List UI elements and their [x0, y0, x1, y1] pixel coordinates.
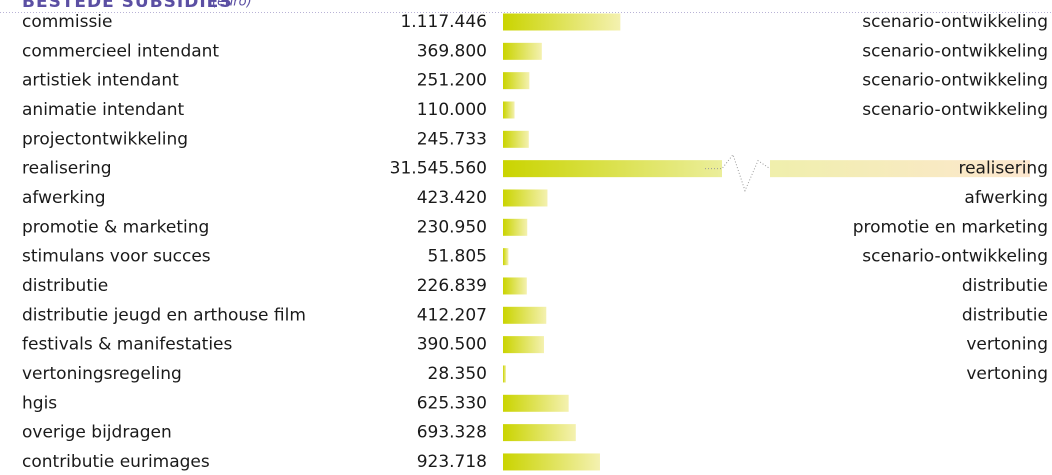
value-label: 28.350	[428, 364, 487, 384]
axis-break-gap	[722, 159, 770, 179]
group-label: distributie	[962, 305, 1048, 325]
category-label: stimulans voor succes	[22, 247, 211, 267]
bar	[503, 306, 547, 324]
value-label: 1.117.446	[400, 12, 487, 32]
group-label: distributie	[962, 276, 1048, 296]
value-label: 625.330	[417, 393, 487, 413]
value-label: 369.800	[417, 41, 487, 61]
bar	[503, 101, 515, 119]
category-label: overige bijdragen	[22, 423, 172, 443]
value-label: 245.733	[417, 129, 487, 149]
group-label: scenario-ontwikkeling	[862, 41, 1048, 61]
bar	[503, 189, 548, 207]
category-label: commercieel intendant	[22, 41, 219, 61]
category-label: promotie & marketing	[22, 217, 209, 237]
category-label: hgis	[22, 393, 57, 413]
category-label: animatie intendant	[22, 100, 185, 120]
category-label: vertoningsregeling	[22, 364, 182, 384]
bar	[503, 336, 545, 354]
group-label: scenario-ontwikkeling	[862, 100, 1048, 120]
group-label: promotie en marketing	[853, 217, 1048, 237]
bar	[503, 130, 529, 148]
category-label: contributie eurimages	[22, 452, 210, 472]
bar	[503, 424, 576, 442]
value-label: 923.718	[417, 452, 487, 472]
value-label: 31.545.560	[390, 159, 487, 179]
category-label: realisering	[22, 159, 112, 179]
bar	[503, 72, 530, 90]
value-label: 693.328	[417, 423, 487, 443]
category-label: artistiek intendant	[22, 71, 179, 91]
group-label: vertoning	[966, 335, 1048, 355]
bar	[503, 13, 621, 31]
category-label: commissie	[22, 12, 113, 32]
group-label: scenario-ontwikkeling	[862, 71, 1048, 91]
bar	[503, 42, 542, 60]
bar	[503, 248, 509, 266]
category-label: distributie jeugd en arthouse film	[22, 305, 306, 325]
bar	[503, 277, 527, 295]
value-label: 251.200	[417, 71, 487, 91]
group-label: afwerking	[964, 188, 1048, 208]
group-label: scenario-ontwikkeling	[862, 247, 1048, 267]
group-label: vertoning	[966, 364, 1048, 384]
value-label: 390.500	[417, 335, 487, 355]
category-label: festivals & manifestaties	[22, 335, 233, 355]
value-label: 226.839	[417, 276, 487, 296]
bar	[503, 394, 569, 412]
group-label: realisering	[958, 159, 1048, 179]
bar	[503, 365, 506, 383]
value-label: 423.420	[417, 188, 487, 208]
category-label: distributie	[22, 276, 108, 296]
group-label: scenario-ontwikkeling	[862, 12, 1048, 32]
value-label: 110.000	[417, 100, 487, 120]
chart-title: BESTEDE SUBSIDIES	[22, 0, 233, 12]
category-label: projectontwikkeling	[22, 129, 188, 149]
chart-subtitle: (euro)	[212, 0, 252, 10]
category-label: afwerking	[22, 188, 106, 208]
bar	[503, 218, 528, 236]
value-label: 51.805	[428, 247, 487, 267]
value-label: 412.207	[417, 305, 487, 325]
value-label: 230.950	[417, 217, 487, 237]
bar	[503, 453, 600, 471]
